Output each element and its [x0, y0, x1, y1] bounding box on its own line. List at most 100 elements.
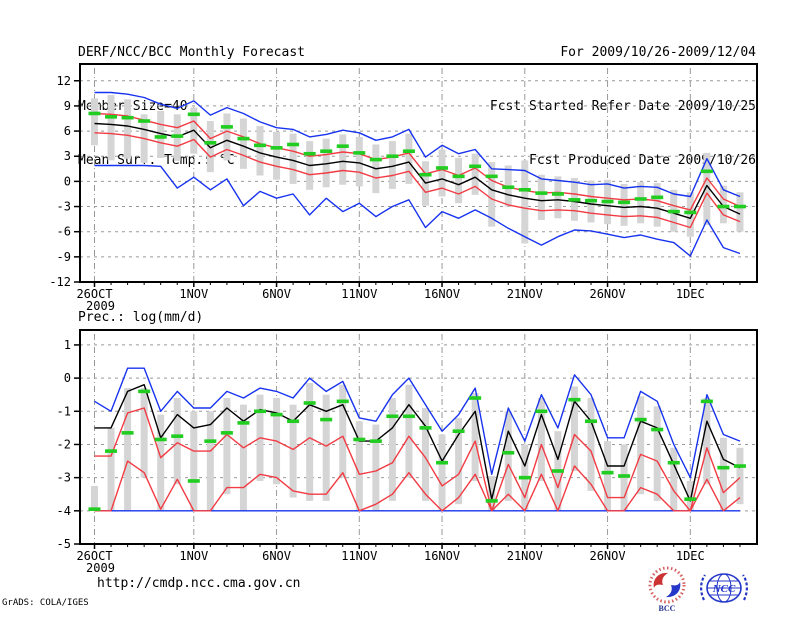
bottom-chart-observation-dash — [369, 439, 382, 443]
top-chart-member-spread-bar — [157, 110, 165, 158]
bottom-chart-observation-dash — [419, 426, 432, 430]
bottom-chart-observation-dash — [436, 460, 449, 465]
bottom-chart-x-tick-label: 11NOV — [341, 549, 377, 563]
bottom-chart-observation-dash — [502, 450, 515, 455]
source-url: http://cmdp.ncc.cma.gov.cn — [97, 576, 301, 591]
bottom-chart-observation-dash — [303, 401, 316, 405]
top-chart-observation-dash — [336, 144, 349, 148]
top-chart-observation-dash — [684, 210, 697, 215]
top-chart-observation-dash — [585, 198, 597, 203]
top-chart-lower-quartile-line — [94, 132, 741, 229]
bottom-chart-member-spread-bar — [173, 398, 181, 485]
top-chart-ensemble-max-line — [94, 91, 741, 198]
bottom-chart-member-spread-bar — [289, 404, 297, 498]
bottom-chart-observation-dash — [535, 409, 548, 414]
bottom-chart-ensemble-mean-line — [94, 384, 741, 502]
bottom-chart-member-spread-bar — [91, 485, 98, 511]
bottom-chart-y-tick-label: -2 — [57, 437, 71, 451]
bottom-chart-member-spread-bar — [223, 398, 231, 495]
top-chart-observation-dash — [270, 146, 283, 150]
bottom-chart-member-spread-bar — [537, 398, 545, 481]
bottom-chart-member-spread-bar — [703, 398, 711, 485]
top-chart-observation-dash — [220, 125, 233, 129]
bottom-chart-observation-dash — [386, 414, 399, 419]
top-chart-observation-dash — [320, 149, 333, 153]
bottom-chart-x-year-label: 2009 — [86, 561, 115, 575]
bottom-chart-observation-dash — [353, 437, 366, 442]
top-chart-observation-dash — [568, 198, 581, 202]
bottom-chart-observation-dash — [204, 439, 217, 443]
top-chart-x-tick-label: 11NOV — [341, 287, 377, 301]
top-chart-y-tick-label: -9 — [57, 250, 71, 264]
bottom-chart-observation-dash — [568, 397, 581, 402]
bottom-chart-observation-dash — [585, 419, 597, 424]
top-chart-observation-dash — [138, 119, 151, 123]
logos-block: BCC NCC — [644, 566, 750, 614]
bottom-chart-observation-dash — [220, 431, 233, 435]
top-chart-member-spread-bar — [405, 133, 413, 184]
header-left-block: DERF/NCC/BCC Monthly Forecast Member Siz… — [78, 8, 305, 188]
top-chart-member-spread-bar — [339, 134, 347, 185]
bottom-chart-member-spread-bar — [587, 398, 595, 491]
top-chart-member-spread-bar — [537, 174, 545, 220]
top-chart-x-tick-label: 16NOV — [424, 287, 460, 301]
bottom-chart-observation-dash — [485, 499, 498, 503]
bottom-chart-member-spread-bar — [653, 406, 661, 501]
top-chart-observation-dash — [287, 142, 300, 147]
top-chart-observation-dash — [535, 191, 548, 195]
bottom-chart-observation-dash — [171, 434, 184, 438]
bottom-chart-observation-dash — [320, 417, 333, 422]
top-chart-observation-dash — [121, 115, 134, 120]
top-chart-observation-dash — [551, 192, 564, 196]
ncc-logo-icon: NCC — [700, 573, 748, 603]
bottom-chart-observation-dash — [336, 399, 349, 404]
bottom-chart-observation-dash — [618, 474, 631, 478]
top-chart-x-tick-label: 21NOV — [507, 287, 543, 301]
top-chart-observation-dash — [105, 115, 118, 119]
top-chart-x-tick-label: 26NOV — [589, 287, 625, 301]
top-chart-observation-dash — [402, 149, 415, 153]
bottom-chart-observation-dash — [601, 470, 614, 475]
bottom-chart-x-tick-label: 26OCT — [76, 549, 112, 563]
top-chart-ensemble-min-line — [94, 164, 741, 257]
top-chart-x-year-label: 2009 — [86, 299, 115, 313]
bottom-chart-y-tick-label: -5 — [57, 537, 71, 551]
top-chart-observation-dash — [502, 185, 515, 190]
forecast-range-label: For 2009/10/26-2009/12/04 — [560, 45, 756, 60]
top-chart-member-spread-bar — [322, 138, 330, 188]
bottom-chart-member-spread-bar — [372, 424, 380, 511]
bottom-chart-observation-dash — [733, 464, 746, 468]
header-right-block: For 2009/10/26-2009/12/04 Fcst Started R… — [490, 8, 756, 188]
bottom-chart-observation-dash — [634, 417, 647, 422]
top-chart-member-spread-bar — [91, 98, 98, 146]
bottom-chart-member-spread-bar — [107, 427, 115, 511]
bottom-chart-ensemble-max-line — [94, 367, 741, 479]
bottom-chart-member-spread-bar — [570, 386, 578, 472]
top-chart-y-tick-label: 12 — [57, 74, 71, 88]
bottom-chart-observation-dash — [551, 469, 564, 473]
top-chart-observation-dash — [634, 197, 647, 201]
bottom-chart-member-spread-bar — [388, 398, 396, 501]
top-chart-observation-dash — [700, 169, 713, 174]
top-chart-member-spread-bar — [124, 99, 132, 159]
top-chart-member-spread-bar — [438, 149, 446, 197]
top-chart-x-tick-label: 1DEC — [676, 287, 705, 301]
bottom-chart-y-tick-label: -4 — [57, 504, 71, 518]
bottom-chart-member-spread-bar — [455, 417, 463, 505]
top-chart-observation-dash — [601, 199, 614, 204]
bottom-chart-observation-dash — [138, 389, 151, 394]
bottom-chart-member-spread-bar — [670, 447, 678, 511]
bottom-chart-member-spread-bar — [339, 384, 347, 478]
bottom-chart-observation-dash — [518, 475, 531, 480]
top-chart-member-spread-bar — [471, 153, 479, 195]
page-title: DERF/NCC/BCC Monthly Forecast — [78, 45, 305, 60]
bottom-chart-y-tick-label: -3 — [57, 471, 71, 485]
top-chart-y-tick-label: 0 — [64, 174, 71, 188]
bottom-chart-observation-dash — [187, 479, 200, 483]
bottom-chart-observation-dash — [452, 429, 465, 433]
ncc-logo-text: NCC — [712, 583, 736, 595]
top-chart-member-spread-bar — [736, 192, 744, 232]
bottom-chart-observation-dash — [651, 427, 664, 432]
